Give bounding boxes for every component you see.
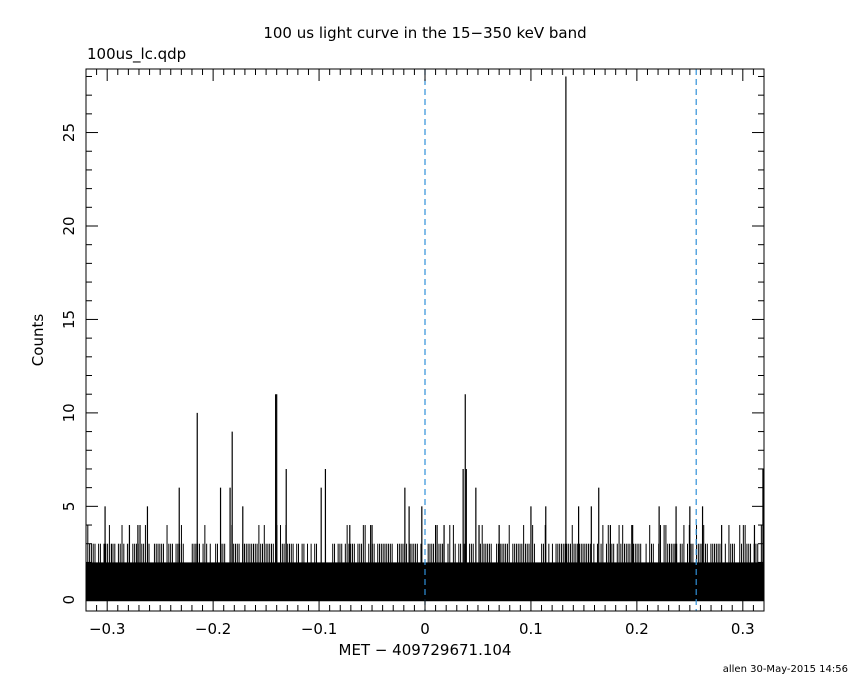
x-tick-label: −0.2 [195,620,231,638]
x-tick-label: −0.3 [89,620,125,638]
y-axis-label: Counts [29,314,47,367]
bars-layer [85,76,764,602]
ticks-layer [85,69,765,611]
x-tick-label: 0.3 [731,620,755,638]
y-tick-label: 10 [60,403,78,422]
file-label: 100us_lc.qdp [87,45,186,64]
y-tick-label: 0 [60,595,78,605]
markers-layer [424,69,697,611]
x-tick-label: 0.2 [625,620,649,638]
y-tick-label: 5 [60,502,78,512]
chart-title: 100 us light curve in the 15−350 keV ban… [263,24,586,42]
y-tick-label: 20 [60,216,78,235]
x-tick-label: 0.1 [519,620,543,638]
tick-labels-layer: −0.3 −0.2 −0.1 0 0.1 0.2 0.3 0 5 10 15 20 25 [60,123,755,638]
x-axis-label: MET − 409729671.104 [339,641,512,659]
x-tick-label: −0.1 [301,620,337,638]
y-tick-label: 15 [60,310,78,329]
x-tick-label: 0 [420,620,430,638]
y-tick-label: 25 [60,123,78,142]
timestamp-stamp: allen 30-May-2015 14:56 [723,664,848,675]
